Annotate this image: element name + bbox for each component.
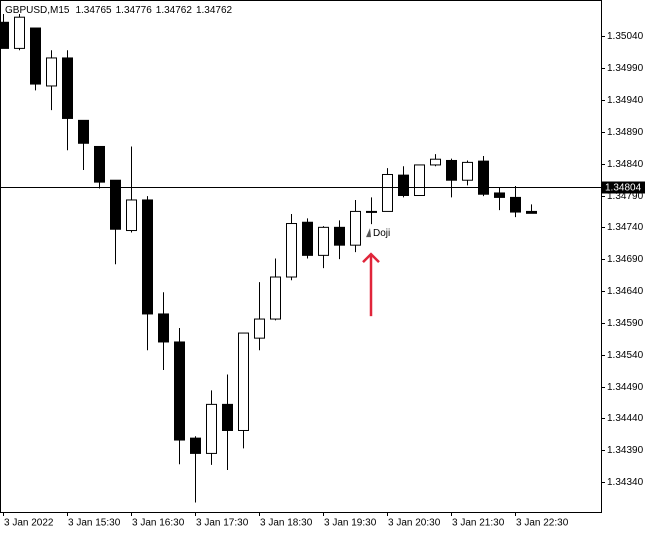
candle-body (350, 210, 361, 246)
candle-body (318, 226, 329, 256)
symbol: GBPUSD,M15 (5, 5, 70, 16)
candle-body (174, 341, 185, 441)
x-tick-label: 3 Jan 20:30 (388, 518, 441, 529)
y-tick-label: 1.34490 (607, 382, 644, 393)
candle-body (222, 403, 233, 431)
candle-body (46, 57, 57, 87)
header-high: 1.34776 (116, 5, 153, 16)
candle-body (526, 210, 537, 214)
candle-body (510, 196, 521, 213)
candle-body (382, 173, 393, 212)
x-tick-label: 3 Jan 18:30 (260, 518, 313, 529)
candle-body (334, 226, 345, 246)
y-tick-label: 1.34890 (607, 127, 644, 138)
x-tick-label: 3 Jan 15:30 (68, 518, 121, 529)
candle-body (302, 221, 313, 256)
price-tag-label: 1.34804 (605, 183, 642, 194)
annotation-icon (366, 228, 371, 238)
candle-body (398, 174, 409, 197)
candle-body (14, 16, 25, 49)
candle-body (238, 332, 249, 431)
candle-body (206, 403, 217, 454)
annotation-label: Doji (373, 228, 390, 239)
y-tick-label: 1.34740 (607, 222, 644, 233)
y-tick-label: 1.34690 (607, 254, 644, 265)
candle-body (126, 199, 137, 232)
candle-body (30, 27, 41, 85)
price-tag (601, 181, 645, 194)
y-tick-label: 1.34640 (607, 286, 644, 297)
candle-body (142, 199, 153, 315)
y-tick-label: 1.34340 (607, 477, 644, 488)
red-arrow-head (362, 252, 380, 264)
candle-body (446, 159, 457, 181)
candle-body (462, 161, 473, 181)
x-tick-label: 3 Jan 16:30 (132, 518, 185, 529)
candle-body (270, 276, 281, 320)
y-tick-label: 1.34540 (607, 350, 644, 361)
plot-frame (0, 0, 602, 513)
candle-body (110, 179, 121, 230)
candle-body (190, 437, 201, 454)
candle-body (286, 223, 297, 278)
candle-body (0, 21, 9, 49)
y-tick-label: 1.34590 (607, 318, 644, 329)
y-tick-label: 1.34790 (607, 191, 644, 202)
header-low: 1.34762 (156, 5, 193, 16)
y-tick-label: 1.34390 (607, 445, 644, 456)
candle-body (158, 313, 169, 343)
header-open: 1.34765 (75, 5, 112, 16)
y-tick-label: 1.34990 (607, 63, 644, 74)
chart-header: GBPUSD,M15 1.34765 1.34776 1.34762 1.34762 (5, 5, 233, 16)
candle-body (62, 57, 73, 119)
candle-body (254, 318, 265, 339)
header-close: 1.34762 (196, 5, 233, 16)
candle-body (78, 119, 89, 144)
y-tick-label: 1.35040 (607, 31, 644, 42)
x-tick-label: 3 Jan 19:30 (324, 518, 377, 529)
candle-body (494, 192, 505, 198)
candle-body (478, 160, 489, 195)
y-tick-label: 1.34840 (607, 159, 644, 170)
candle-body (94, 145, 105, 183)
candle-body (414, 164, 425, 197)
x-tick-label: 3 Jan 22:30 (516, 518, 569, 529)
candle-body (366, 210, 377, 213)
y-tick-label: 1.34940 (607, 95, 644, 106)
x-tick-label: 3 Jan 17:30 (196, 518, 249, 529)
candle-body (430, 158, 441, 166)
y-tick-label: 1.34440 (607, 413, 644, 424)
x-tick-label: 3 Jan 2022 (4, 518, 54, 529)
x-tick-label: 3 Jan 21:30 (452, 518, 505, 529)
